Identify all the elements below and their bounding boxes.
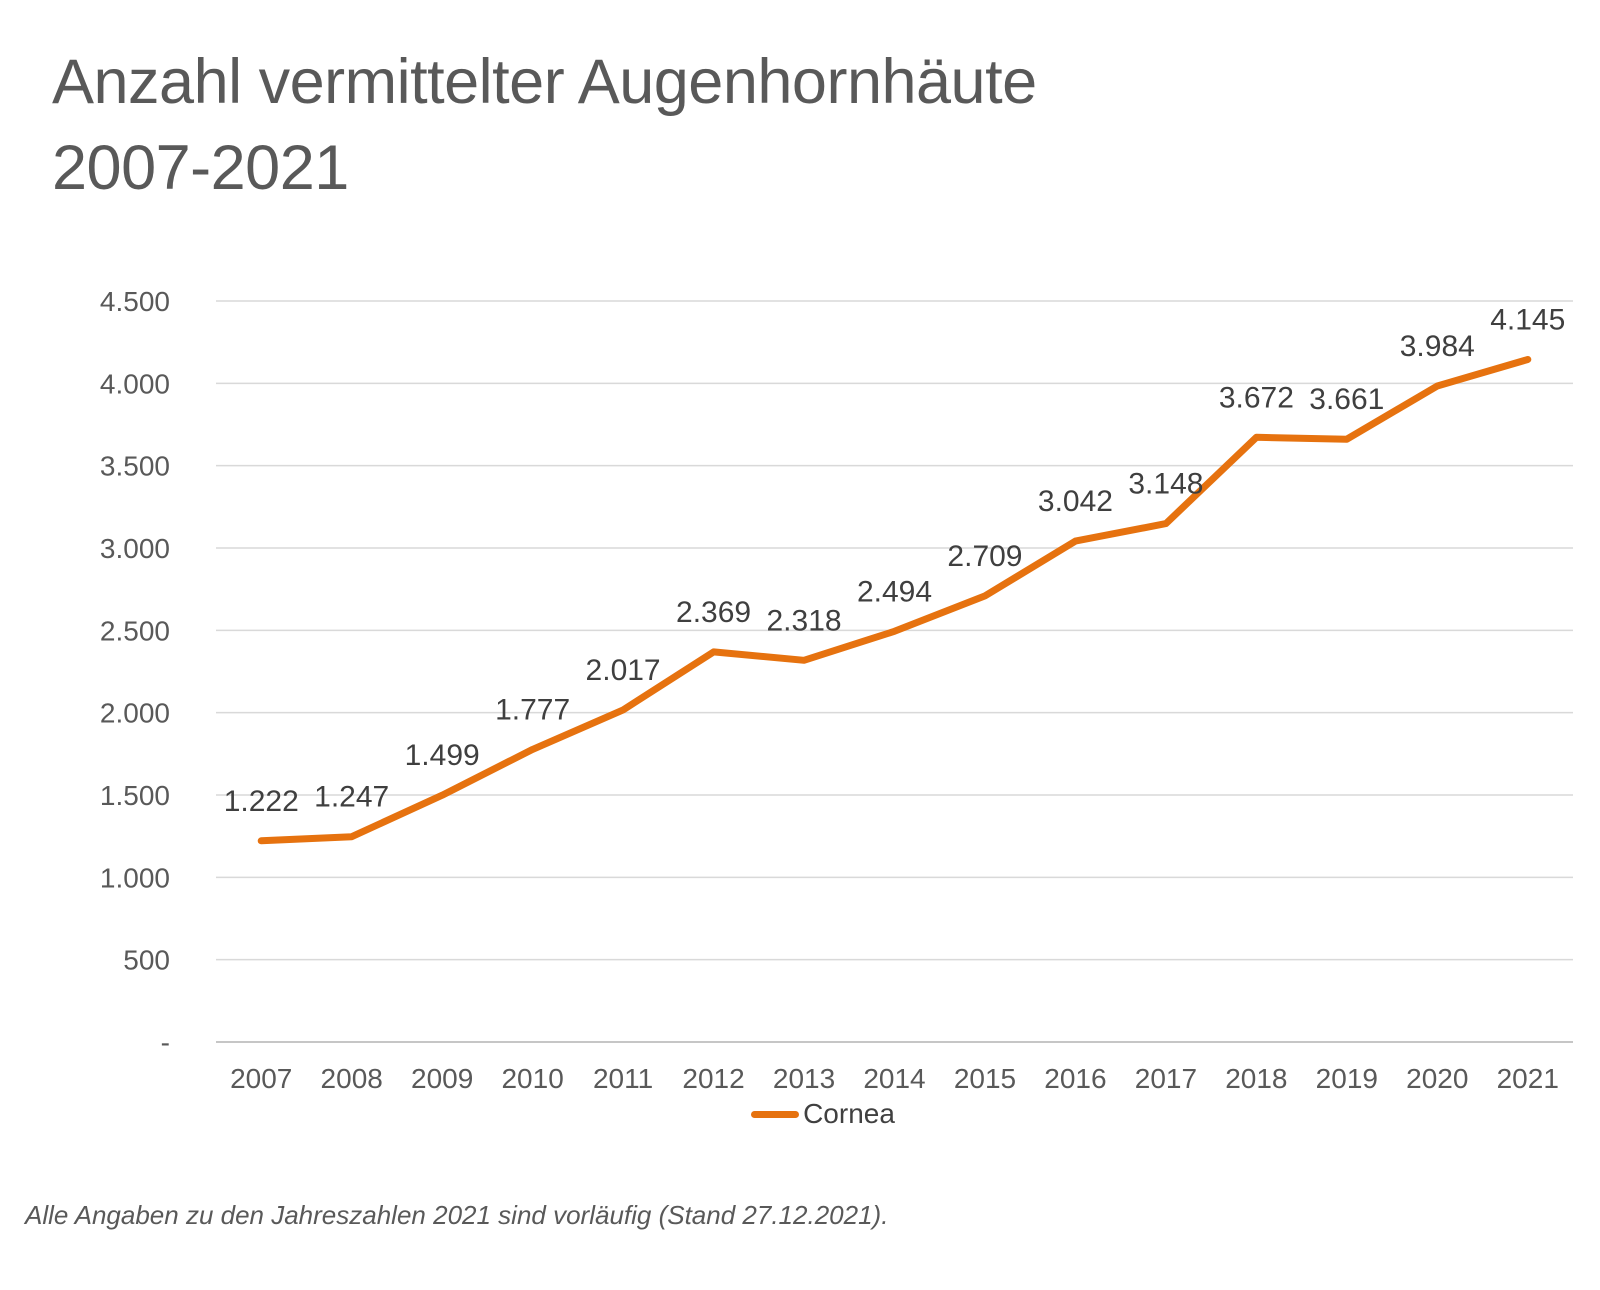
- data-label: 3.672: [1219, 381, 1294, 414]
- data-label: 1.499: [405, 739, 480, 772]
- y-axis-tick-label: 3.000: [100, 533, 170, 564]
- x-axis-tick-label: 2011: [593, 1063, 653, 1094]
- data-label: 1.222: [224, 785, 299, 818]
- x-axis-tick-label: 2008: [321, 1063, 383, 1094]
- y-axis-tick-label: 500: [123, 945, 170, 976]
- legend-line-swatch: [751, 1110, 800, 1118]
- x-axis-tick-label: 2015: [954, 1063, 1016, 1094]
- x-axis-tick-label: 2019: [1316, 1063, 1378, 1094]
- data-label: 3.984: [1400, 330, 1475, 363]
- chart-title: Anzahl vermittelter Augenhornhäute 2007-…: [52, 40, 1037, 211]
- x-axis-tick-label: 2021: [1497, 1063, 1559, 1094]
- x-axis-tick-label: 2014: [863, 1063, 925, 1094]
- y-axis-tick-label: 4.000: [100, 368, 170, 399]
- footnote-text: Alle Angaben zu den Jahreszahlen 2021 si…: [25, 1200, 889, 1230]
- data-label: 1.247: [314, 781, 389, 814]
- cornea-line-chart: - 500 1.000 1.500 2.000 2.500 3.000 3.500 4.000 4…: [100, 286, 1573, 1094]
- y-axis-tick-label: 2.500: [100, 615, 170, 646]
- y-axis-tick-label: 3.500: [100, 451, 170, 482]
- cornea-series-line: [257, 356, 1532, 845]
- chart-title-line1: Anzahl vermittelter Augenhornhäute: [52, 47, 1037, 117]
- data-label: 3.661: [1309, 383, 1384, 416]
- x-axis-tick-label: 2013: [773, 1063, 835, 1094]
- x-axis-tick-label: 2017: [1135, 1063, 1197, 1094]
- y-axis-tick-label: 2.000: [100, 698, 170, 729]
- x-axis-tick-label: 2018: [1225, 1063, 1287, 1094]
- data-label: 2.494: [857, 575, 932, 608]
- data-label: 2.709: [947, 540, 1022, 573]
- x-axis-tick-label: 2012: [682, 1063, 744, 1094]
- y-axis-tick-label: 1.000: [100, 862, 170, 893]
- x-axis-tick-label: 2020: [1406, 1063, 1468, 1094]
- chart-legend: Cornea: [0, 1098, 1600, 1130]
- data-label: 2.318: [766, 604, 841, 637]
- data-label: 2.369: [676, 596, 751, 629]
- data-label: 4.145: [1490, 303, 1565, 336]
- x-axis-tick-label: 2007: [230, 1063, 292, 1094]
- y-axis-tick-label: 4.500: [100, 286, 170, 317]
- x-axis-tick-label: 2010: [501, 1063, 563, 1094]
- x-axis-tick-label: 2016: [1044, 1063, 1106, 1094]
- data-label: 1.777: [495, 693, 570, 726]
- data-label: 3.042: [1038, 485, 1113, 518]
- data-label: 3.148: [1128, 468, 1203, 501]
- chart-title-line2: 2007-2021: [52, 132, 349, 203]
- x-axis-tick-label: 2009: [411, 1063, 473, 1094]
- data-label: 2.017: [586, 654, 661, 687]
- y-axis-tick-label: 1.500: [100, 780, 170, 811]
- y-axis-tick-label: -: [161, 1027, 170, 1058]
- legend-series-label: Cornea: [803, 1098, 895, 1129]
